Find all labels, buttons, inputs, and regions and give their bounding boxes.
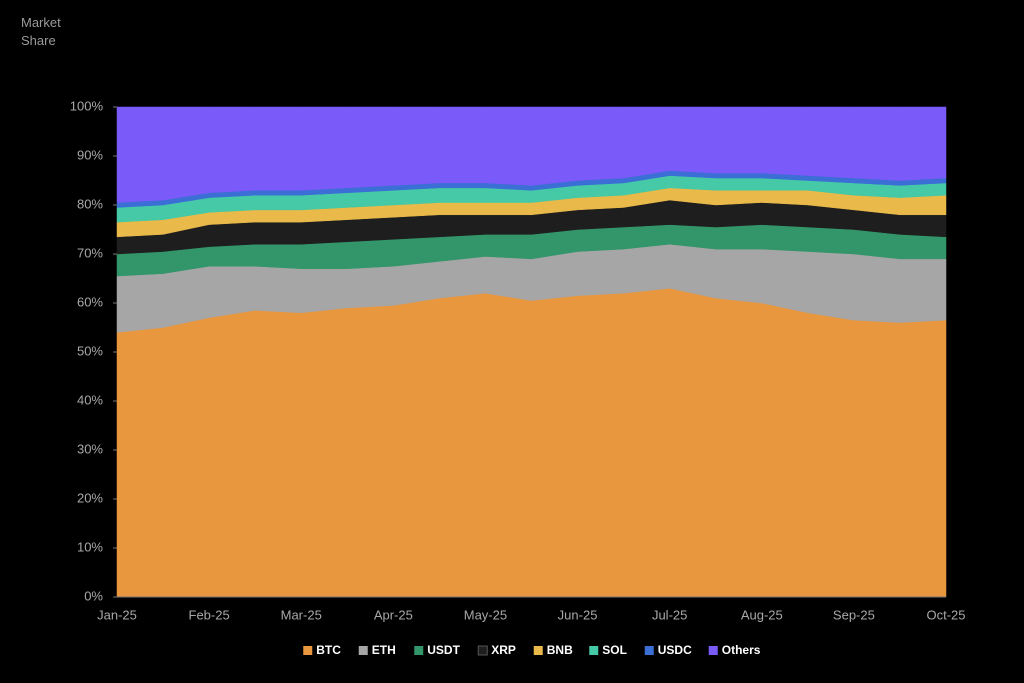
y-axis-label: Market Share [21,15,61,48]
area [116,106,947,203]
legend-swatch [533,646,543,655]
x-tick-label: Jun-25 [558,607,598,622]
legend-swatch [358,646,368,655]
legend-swatch [477,645,488,656]
legend-label: USDC [658,643,692,657]
legend-label: Others [722,643,761,657]
x-tick-label: Apr-25 [374,607,413,622]
y-tick-label: 80% [77,196,103,211]
area [116,288,947,598]
x-tick-label: Oct-25 [926,607,965,622]
x-tick-label: Feb-25 [189,607,230,622]
legend-label: ETH [372,643,396,657]
legend-label: USDT [427,643,460,657]
x-tick-label: Sep-25 [833,607,875,622]
x-tick-label: Aug-25 [741,607,783,622]
legend-swatch [303,646,313,655]
y-tick-label: 10% [77,539,103,554]
legend-label: SOL [602,643,627,657]
y-tick-label: 50% [77,343,103,358]
y-tick-label: 90% [77,147,103,162]
x-tick-label: Jan-25 [97,607,137,622]
x-tick-label: May-25 [464,607,507,622]
legend-label: BNB [547,643,573,657]
y-tick-label: 70% [77,245,103,260]
y-tick-label: 100% [70,98,104,113]
x-tick-label: Mar-25 [281,607,322,622]
y-tick-label: 30% [77,441,103,456]
y-tick-label: 0% [84,588,103,603]
legend-label: XRP [491,643,516,657]
legend-swatch [414,646,424,655]
y-tick-label: 40% [77,392,103,407]
legend-swatch [589,646,599,655]
x-tick-label: Jul-25 [652,607,687,622]
legend-swatch [644,646,654,655]
y-tick-label: 20% [77,490,103,505]
y-tick-label: 60% [77,294,103,309]
legend-label: BTC [316,643,341,657]
legend-swatch [708,646,718,655]
